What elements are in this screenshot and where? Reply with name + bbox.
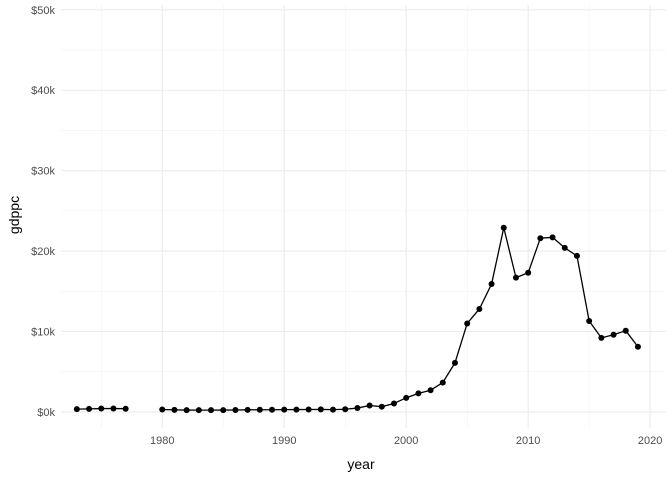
data-point <box>366 402 373 409</box>
x-axis-title: year <box>347 456 375 472</box>
y-tick-label: $10k <box>31 326 55 338</box>
x-tick-label: 2000 <box>394 435 418 447</box>
data-point <box>488 281 495 288</box>
data-point <box>354 405 361 412</box>
data-point <box>451 359 458 366</box>
data-point <box>317 406 324 413</box>
data-point <box>159 406 166 413</box>
y-tick-label: $0k <box>37 407 55 419</box>
data-point <box>305 406 312 413</box>
data-point <box>232 406 239 413</box>
data-point <box>330 406 337 413</box>
series-line <box>162 227 639 411</box>
data-point <box>439 379 446 386</box>
data-point <box>110 405 117 412</box>
data-point <box>378 403 385 410</box>
y-axis-title: gdppc <box>6 196 22 234</box>
data-point <box>183 407 190 414</box>
data-point <box>427 387 434 394</box>
data-point <box>525 269 532 276</box>
data-point <box>256 406 263 413</box>
data-point <box>573 252 580 259</box>
data-point <box>561 244 568 251</box>
data-point <box>98 405 105 412</box>
data-point <box>122 405 129 412</box>
grid-minor <box>61 5 666 428</box>
y-tick-label: $40k <box>31 85 55 97</box>
data-point <box>390 400 397 407</box>
x-tick-label: 2020 <box>638 435 662 447</box>
y-tick-label: $20k <box>31 246 55 258</box>
data-point <box>73 406 80 413</box>
data-point <box>269 406 276 413</box>
y-tick-label: $30k <box>31 166 55 178</box>
data-point <box>512 274 519 281</box>
x-tick-label: 1980 <box>150 435 174 447</box>
data-point <box>622 327 629 334</box>
data-point <box>634 343 641 350</box>
data-point <box>586 318 593 325</box>
data-point <box>171 406 178 413</box>
data-point <box>610 331 617 338</box>
data-point <box>293 406 300 413</box>
data-point <box>281 406 288 413</box>
data-point <box>500 224 507 231</box>
data-point <box>415 390 422 397</box>
y-axis-ticks: $0k $10k $20k $30k $40k $50k <box>31 5 55 419</box>
data-point <box>208 407 215 414</box>
data-point <box>598 334 605 341</box>
data-point <box>86 405 93 412</box>
data-point <box>537 235 544 242</box>
x-axis-ticks: 1980 1990 2000 2010 2020 <box>150 435 662 447</box>
x-tick-label: 1990 <box>272 435 296 447</box>
series-layer <box>73 224 641 414</box>
data-point <box>549 234 556 241</box>
data-point <box>342 406 349 413</box>
data-point <box>476 305 483 312</box>
y-tick-label: $50k <box>31 5 55 17</box>
data-point <box>220 407 227 414</box>
x-tick-label: 2010 <box>516 435 540 447</box>
data-point <box>464 320 471 327</box>
data-point <box>195 407 202 414</box>
data-point <box>403 394 410 401</box>
grid-major <box>61 5 666 428</box>
data-point <box>244 406 251 413</box>
